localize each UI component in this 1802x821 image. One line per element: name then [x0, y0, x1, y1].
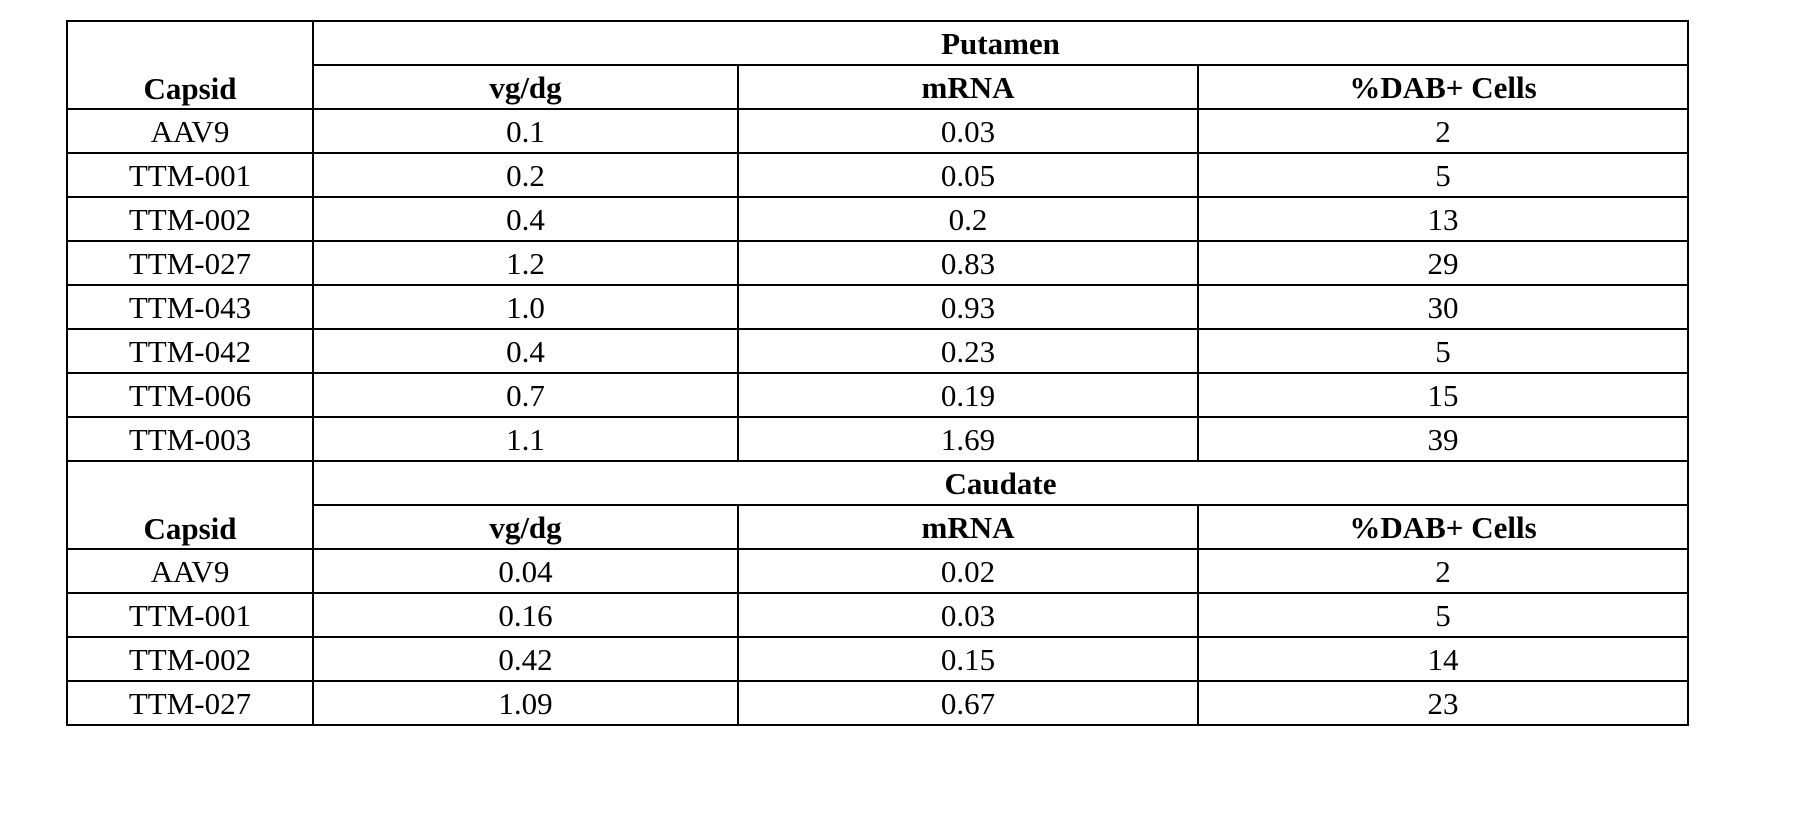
table-cell: 0.15: [738, 637, 1198, 681]
table-row: AAV90.040.022: [67, 549, 1688, 593]
table-cell: AAV9: [67, 109, 313, 153]
table-cell: 0.03: [738, 593, 1198, 637]
capsid-column-header: Capsid: [67, 461, 313, 549]
column-header: %DAB+ Cells: [1198, 505, 1688, 549]
table-cell: 0.19: [738, 373, 1198, 417]
table-cell: TTM-003: [67, 417, 313, 461]
table-cell: 0.93: [738, 285, 1198, 329]
table-row: TTM-0010.20.055: [67, 153, 1688, 197]
table-row: TTM-0020.40.213: [67, 197, 1688, 241]
table-cell: 5: [1198, 329, 1688, 373]
column-header: mRNA: [738, 65, 1198, 109]
table-row: TTM-0271.20.8329: [67, 241, 1688, 285]
table-cell: 2: [1198, 109, 1688, 153]
table-cell: 13: [1198, 197, 1688, 241]
table-cell: 30: [1198, 285, 1688, 329]
table-row: TTM-0031.11.6939: [67, 417, 1688, 461]
table-cell: AAV9: [67, 549, 313, 593]
table-cell: 0.67: [738, 681, 1198, 725]
table-cell: 0.83: [738, 241, 1198, 285]
table-cell: TTM-042: [67, 329, 313, 373]
table-cell: 0.4: [313, 197, 738, 241]
table-cell: 0.02: [738, 549, 1198, 593]
table-cell: TTM-043: [67, 285, 313, 329]
table-cell: TTM-002: [67, 637, 313, 681]
table-cell: 2: [1198, 549, 1688, 593]
table-cell: 39: [1198, 417, 1688, 461]
table-row: TTM-0010.160.035: [67, 593, 1688, 637]
table-cell: 1.2: [313, 241, 738, 285]
region-header: Caudate: [313, 461, 1688, 505]
table-row: AAV90.10.032: [67, 109, 1688, 153]
table-cell: 0.42: [313, 637, 738, 681]
table-cell: 14: [1198, 637, 1688, 681]
table-cell: 29: [1198, 241, 1688, 285]
column-header: mRNA: [738, 505, 1198, 549]
table-body: CapsidPutamenvg/dgmRNA%DAB+ CellsAAV90.1…: [67, 21, 1688, 725]
table-row: TTM-0431.00.9330: [67, 285, 1688, 329]
table-cell: 5: [1198, 153, 1688, 197]
table-row: TTM-0020.420.1514: [67, 637, 1688, 681]
column-header: vg/dg: [313, 505, 738, 549]
table-cell: TTM-006: [67, 373, 313, 417]
table-cell: 0.16: [313, 593, 738, 637]
section-header-row: CapsidPutamen: [67, 21, 1688, 65]
table-cell: 0.1: [313, 109, 738, 153]
table-row: TTM-0060.70.1915: [67, 373, 1688, 417]
capsid-column-header: Capsid: [67, 21, 313, 109]
table-cell: 0.7: [313, 373, 738, 417]
table-cell: TTM-027: [67, 681, 313, 725]
table-row: TTM-0420.40.235: [67, 329, 1688, 373]
table-cell: 0.23: [738, 329, 1198, 373]
table-cell: TTM-001: [67, 593, 313, 637]
table-cell: 23: [1198, 681, 1688, 725]
table-cell: TTM-002: [67, 197, 313, 241]
table-cell: 0.2: [738, 197, 1198, 241]
capsid-data-table: CapsidPutamenvg/dgmRNA%DAB+ CellsAAV90.1…: [66, 20, 1689, 726]
section-header-row: CapsidCaudate: [67, 461, 1688, 505]
table-cell: 15: [1198, 373, 1688, 417]
table-cell: 5: [1198, 593, 1688, 637]
table-cell: 1.1: [313, 417, 738, 461]
table-cell: 0.2: [313, 153, 738, 197]
table-cell: TTM-001: [67, 153, 313, 197]
table-cell: 0.03: [738, 109, 1198, 153]
table-cell: 1.69: [738, 417, 1198, 461]
table-row: TTM-0271.090.6723: [67, 681, 1688, 725]
region-header: Putamen: [313, 21, 1688, 65]
table-cell: 1.0: [313, 285, 738, 329]
table-cell: 1.09: [313, 681, 738, 725]
table-cell: 0.04: [313, 549, 738, 593]
table-cell: TTM-027: [67, 241, 313, 285]
column-header: %DAB+ Cells: [1198, 65, 1688, 109]
table-cell: 0.05: [738, 153, 1198, 197]
table-cell: 0.4: [313, 329, 738, 373]
column-header: vg/dg: [313, 65, 738, 109]
